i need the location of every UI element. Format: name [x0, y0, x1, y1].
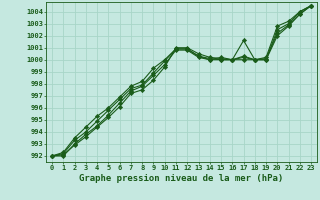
X-axis label: Graphe pression niveau de la mer (hPa): Graphe pression niveau de la mer (hPa): [79, 174, 284, 183]
